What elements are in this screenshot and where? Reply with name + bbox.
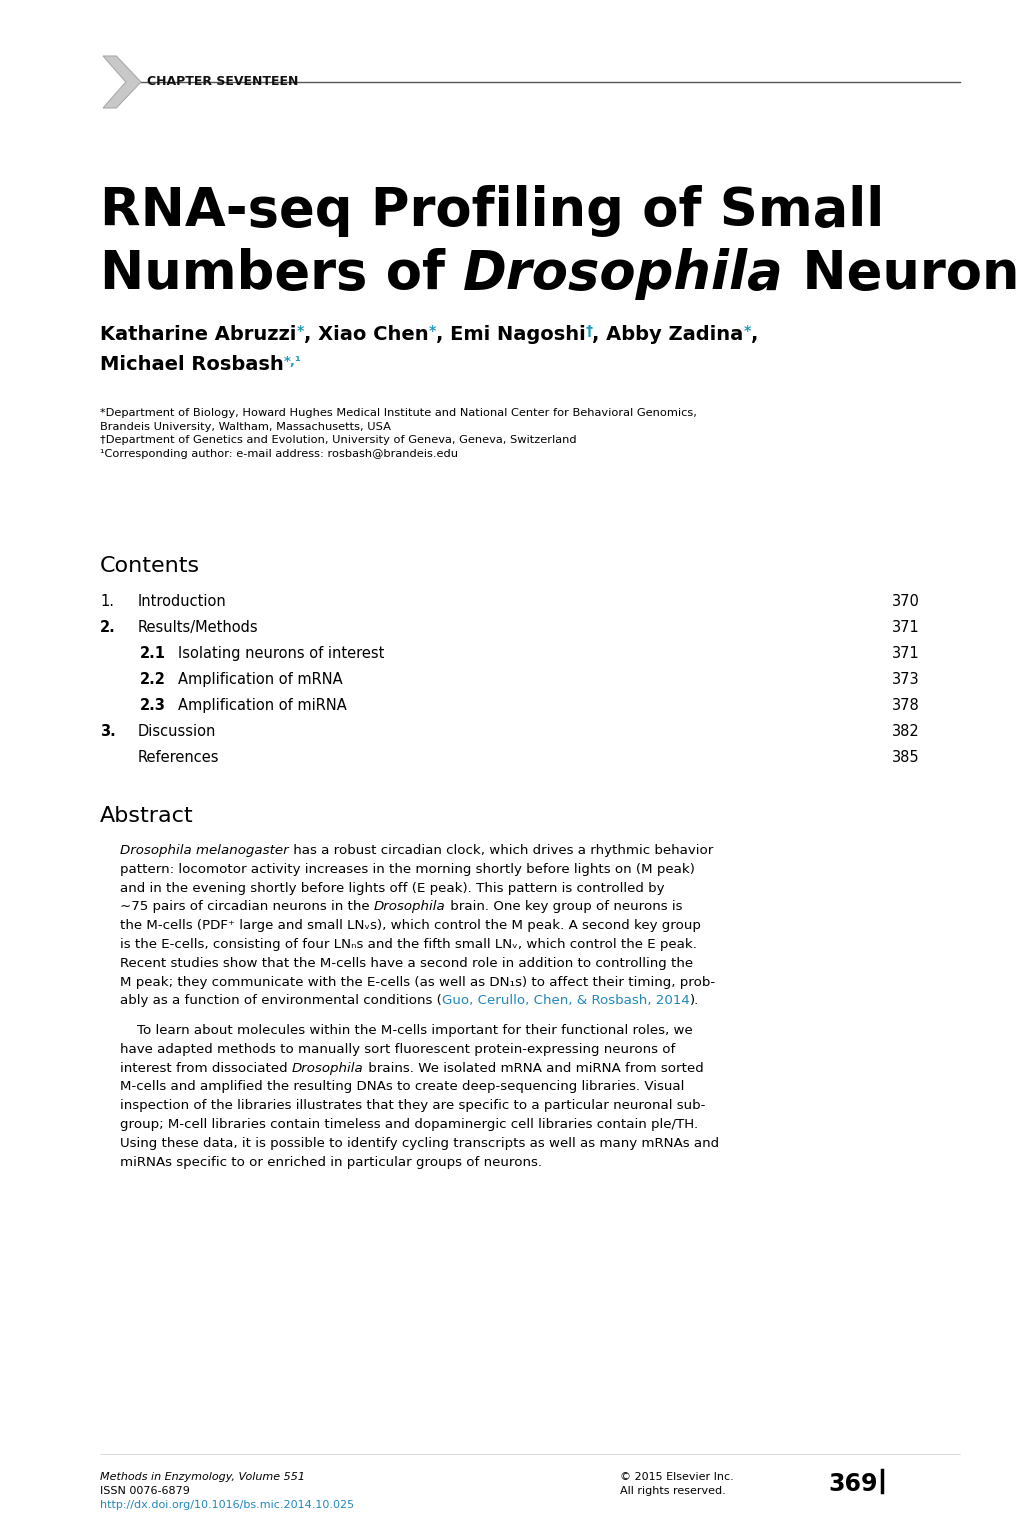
Text: †: † <box>585 324 592 338</box>
Text: Brandeis University, Waltham, Massachusetts, USA: Brandeis University, Waltham, Massachuse… <box>100 421 390 431</box>
Text: ISSN 0076-6879: ISSN 0076-6879 <box>100 1486 190 1496</box>
Text: http://dx.doi.org/10.1016/bs.mic.2014.10.025: http://dx.doi.org/10.1016/bs.mic.2014.10… <box>100 1499 354 1510</box>
Text: †Department of Genetics and Evolution, University of Geneva, Geneva, Switzerland: †Department of Genetics and Evolution, U… <box>100 435 576 445</box>
Text: pattern: locomotor activity increases in the morning shortly before lights on (M: pattern: locomotor activity increases in… <box>120 863 694 875</box>
Text: 1.: 1. <box>100 594 114 609</box>
Text: *Department of Biology, Howard Hughes Medical Institute and National Center for : *Department of Biology, Howard Hughes Me… <box>100 409 696 418</box>
Text: Discussion: Discussion <box>138 724 216 739</box>
Text: RNA-seq Profiling of Small: RNA-seq Profiling of Small <box>100 185 883 237</box>
Text: 2.3: 2.3 <box>140 698 166 713</box>
Text: *: * <box>297 324 304 338</box>
Text: 370: 370 <box>892 594 919 609</box>
Text: Results/Methods: Results/Methods <box>138 620 259 635</box>
Text: *,¹: *,¹ <box>283 355 302 367</box>
Text: Introduction: Introduction <box>138 594 226 609</box>
Text: M peak; they communicate with the E-cells (as well as DN₁s) to affect their timi: M peak; they communicate with the E-cell… <box>120 976 714 988</box>
Text: have adapted methods to manually sort fluorescent protein-expressing neurons of: have adapted methods to manually sort fl… <box>120 1043 675 1056</box>
Text: 2.1: 2.1 <box>140 646 166 661</box>
Text: Recent studies show that the M-cells have a second role in addition to controlli: Recent studies show that the M-cells hav… <box>120 956 693 970</box>
Text: References: References <box>138 750 219 765</box>
Text: *: * <box>743 324 750 338</box>
Text: Guo, Cerullo, Chen, & Rosbash, 2014: Guo, Cerullo, Chen, & Rosbash, 2014 <box>441 994 689 1007</box>
Text: Drosophila: Drosophila <box>374 900 445 913</box>
Text: Methods in Enzymology, Volume 551: Methods in Enzymology, Volume 551 <box>100 1472 305 1483</box>
Text: , Xiao Chen: , Xiao Chen <box>304 324 428 344</box>
Text: ably as a function of environmental conditions (: ably as a function of environmental cond… <box>120 994 441 1007</box>
Text: 385: 385 <box>892 750 919 765</box>
Text: Neurons: Neurons <box>784 248 1019 300</box>
Text: 2.: 2. <box>100 620 115 635</box>
Text: Katharine Abruzzi: Katharine Abruzzi <box>100 324 297 344</box>
Text: ).: ). <box>689 994 698 1007</box>
Text: © 2015 Elsevier Inc.: © 2015 Elsevier Inc. <box>620 1472 733 1483</box>
Text: CHAPTER SEVENTEEN: CHAPTER SEVENTEEN <box>147 75 299 87</box>
Text: is the E-cells, consisting of four LNₙs and the fifth small LNᵥ, which control t: is the E-cells, consisting of four LNₙs … <box>120 938 696 952</box>
Text: To learn about molecules within the M-cells important for their functional roles: To learn about molecules within the M-ce… <box>120 1024 692 1037</box>
Text: brain. One key group of neurons is: brain. One key group of neurons is <box>445 900 682 913</box>
Text: has a robust circadian clock, which drives a rhythmic behavior: has a robust circadian clock, which driv… <box>288 845 712 857</box>
Text: 2.2: 2.2 <box>140 672 166 687</box>
Text: group; M-cell libraries contain timeless and dopaminergic cell libraries contain: group; M-cell libraries contain timeless… <box>120 1118 698 1131</box>
Text: Isolating neurons of interest: Isolating neurons of interest <box>178 646 384 661</box>
Text: the M-cells (PDF⁺ large and small LNᵥs), which control the M peak. A second key : the M-cells (PDF⁺ large and small LNᵥs),… <box>120 920 700 932</box>
Polygon shape <box>103 57 141 109</box>
Text: ¹Corresponding author: e-mail address: rosbash@brandeis.edu: ¹Corresponding author: e-mail address: r… <box>100 448 458 459</box>
Text: 369: 369 <box>827 1472 877 1496</box>
Text: ,: , <box>750 324 758 344</box>
Text: and in the evening shortly before lights off (E peak). This pattern is controlle: and in the evening shortly before lights… <box>120 881 663 895</box>
Text: 371: 371 <box>892 646 919 661</box>
Text: miRNAs specific to or enriched in particular groups of neurons.: miRNAs specific to or enriched in partic… <box>120 1155 541 1169</box>
Text: Drosophila: Drosophila <box>291 1062 363 1074</box>
Text: M-cells and amplified the resulting DNAs to create deep-sequencing libraries. Vi: M-cells and amplified the resulting DNAs… <box>120 1080 684 1094</box>
Text: Drosophila: Drosophila <box>463 248 784 300</box>
Text: Using these data, it is possible to identify cycling transcripts as well as many: Using these data, it is possible to iden… <box>120 1137 718 1151</box>
Text: inspection of the libraries illustrates that they are specific to a particular n: inspection of the libraries illustrates … <box>120 1099 705 1112</box>
Text: Michael Rosbash: Michael Rosbash <box>100 355 283 373</box>
Text: Drosophila melanogaster: Drosophila melanogaster <box>120 845 288 857</box>
Text: Contents: Contents <box>100 555 200 575</box>
Text: ∼75 pairs of circadian neurons in the: ∼75 pairs of circadian neurons in the <box>120 900 374 913</box>
Text: 371: 371 <box>892 620 919 635</box>
Text: *: * <box>428 324 435 338</box>
Text: 382: 382 <box>892 724 919 739</box>
Text: , Abby Zadina: , Abby Zadina <box>592 324 743 344</box>
Text: Amplification of mRNA: Amplification of mRNA <box>178 672 342 687</box>
Text: All rights reserved.: All rights reserved. <box>620 1486 726 1496</box>
Text: Abstract: Abstract <box>100 806 194 826</box>
Text: 373: 373 <box>892 672 919 687</box>
Text: 378: 378 <box>892 698 919 713</box>
Text: Numbers of: Numbers of <box>100 248 463 300</box>
Text: brains. We isolated mRNA and miRNA from sorted: brains. We isolated mRNA and miRNA from … <box>363 1062 703 1074</box>
Text: 3.: 3. <box>100 724 115 739</box>
Text: Amplification of miRNA: Amplification of miRNA <box>178 698 346 713</box>
Text: , Emi Nagoshi: , Emi Nagoshi <box>435 324 585 344</box>
Text: interest from dissociated: interest from dissociated <box>120 1062 291 1074</box>
